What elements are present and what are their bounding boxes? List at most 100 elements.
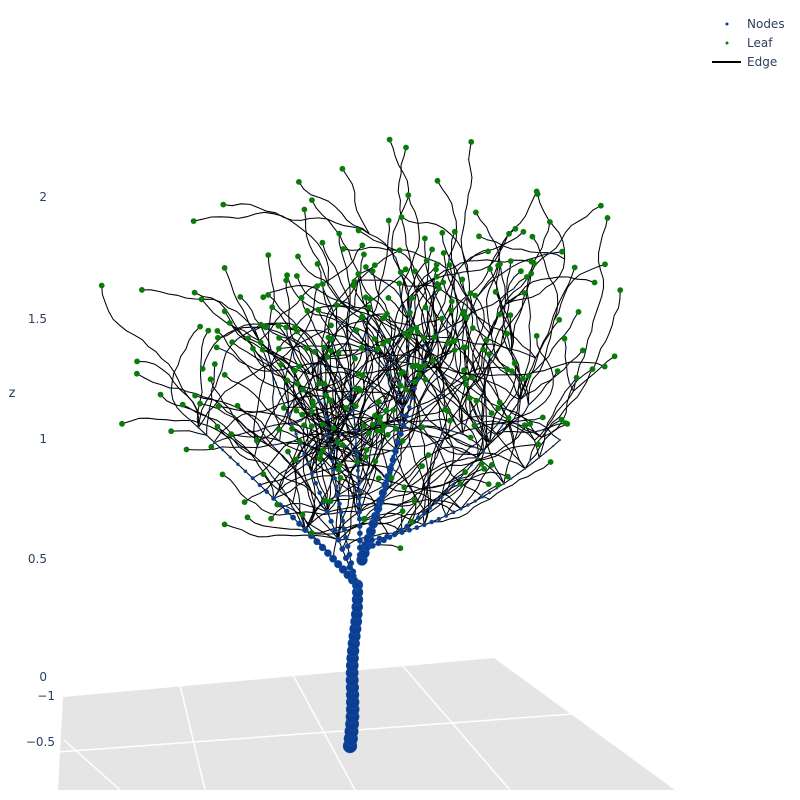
tree-node: [282, 402, 286, 406]
tree-node: [438, 415, 441, 418]
leaf-point: [527, 421, 533, 427]
leaf-point: [398, 370, 404, 377]
tree-node: [318, 421, 320, 424]
tree-node: [465, 485, 467, 488]
leaf-point: [384, 338, 391, 344]
tree-node: [368, 453, 371, 456]
leaf-point: [278, 361, 284, 368]
tree-node: [272, 354, 275, 357]
tree-node: [434, 295, 437, 297]
tree-node: [360, 504, 362, 507]
z-tick-label: 1: [39, 432, 47, 446]
z-axis-ticks: 0 0.5 1 1.5 2: [28, 190, 47, 684]
tree-node: [365, 351, 367, 354]
tree-node: [309, 414, 312, 417]
tree-node: [457, 441, 459, 443]
tree-node: [352, 451, 355, 453]
tree-node: [387, 474, 390, 477]
legend-nodes-marker: [725, 22, 729, 26]
tree-node: [297, 461, 300, 464]
tree-node: [495, 424, 498, 427]
tree-node: [271, 475, 274, 478]
tree-node: [319, 271, 322, 274]
edge-line: [421, 426, 526, 470]
tree-node: [480, 494, 483, 497]
leaf-point: [205, 327, 212, 334]
leaf-point: [308, 423, 315, 429]
tree-node: [382, 371, 385, 373]
leaf-point: [561, 335, 568, 342]
tree-node: [428, 479, 431, 482]
legend-item-leaf[interactable]: Leaf: [725, 36, 774, 50]
leaf-point: [245, 335, 252, 342]
leaf-point: [381, 314, 388, 321]
floor-grid-line: [179, 684, 206, 791]
leaf-point: [321, 380, 328, 387]
edge-line: [295, 410, 361, 513]
leaf-point: [472, 292, 479, 299]
tree-node: [421, 361, 423, 364]
tree-node: [323, 399, 326, 402]
tree-node: [402, 396, 406, 400]
edge-line: [474, 420, 543, 438]
tree-node: [213, 441, 217, 444]
tree-node: [423, 321, 426, 324]
leaf-point: [214, 423, 221, 430]
tree-node: [396, 456, 399, 459]
tree-node: [413, 290, 416, 293]
edge-line: [522, 205, 602, 380]
tree-node: [342, 319, 345, 322]
tree-node: [333, 476, 338, 481]
tree-node: [470, 176, 473, 179]
edge-line: [239, 296, 333, 445]
leaf-point: [462, 375, 468, 382]
tree-node: [257, 446, 259, 449]
leaf-point: [471, 422, 478, 429]
leaf-point: [447, 417, 453, 424]
edge-line: [222, 473, 360, 516]
tree-node: [366, 461, 369, 464]
leaf-point: [361, 251, 367, 258]
tree-node: [342, 345, 345, 348]
leaf-point: [244, 514, 251, 521]
legend-item-edge[interactable]: Edge: [712, 55, 777, 69]
tree-node: [514, 393, 517, 396]
tree-node: [439, 437, 442, 439]
tree-node: [505, 292, 508, 295]
leaf-point: [292, 456, 299, 463]
tree-node: [344, 489, 347, 492]
edge-line: [407, 180, 458, 364]
leaf-point: [215, 334, 221, 341]
tree-node: [424, 391, 426, 394]
tree-node: [270, 371, 273, 374]
legend-item-nodes[interactable]: Nodes: [725, 17, 785, 31]
tree-node: [327, 434, 330, 437]
tree-node: [380, 439, 383, 441]
tree-node: [340, 349, 343, 352]
tree-node: [437, 356, 440, 359]
tree-node: [357, 427, 360, 430]
tree-node: [544, 430, 547, 433]
tree-node: [313, 538, 321, 546]
leaf-point: [439, 229, 446, 236]
leaf-point: [547, 219, 553, 225]
leaf-point: [257, 339, 264, 346]
edge-line: [137, 360, 200, 428]
tree-node: [604, 225, 607, 228]
tree-node: [339, 488, 342, 490]
tree-node: [291, 422, 294, 425]
floor-grid-line: [401, 664, 511, 791]
tree-node: [327, 327, 329, 330]
edge-line: [503, 370, 522, 484]
tree-node: [416, 515, 421, 520]
leaf-point: [601, 363, 608, 370]
tree-node: [423, 343, 426, 346]
edge-line: [400, 465, 423, 533]
tree-node: [398, 393, 401, 396]
tree-node: [410, 395, 415, 400]
leaf-point: [292, 367, 298, 374]
tree-node: [344, 543, 351, 550]
tree-node: [351, 386, 353, 389]
tree-node: [390, 482, 393, 485]
